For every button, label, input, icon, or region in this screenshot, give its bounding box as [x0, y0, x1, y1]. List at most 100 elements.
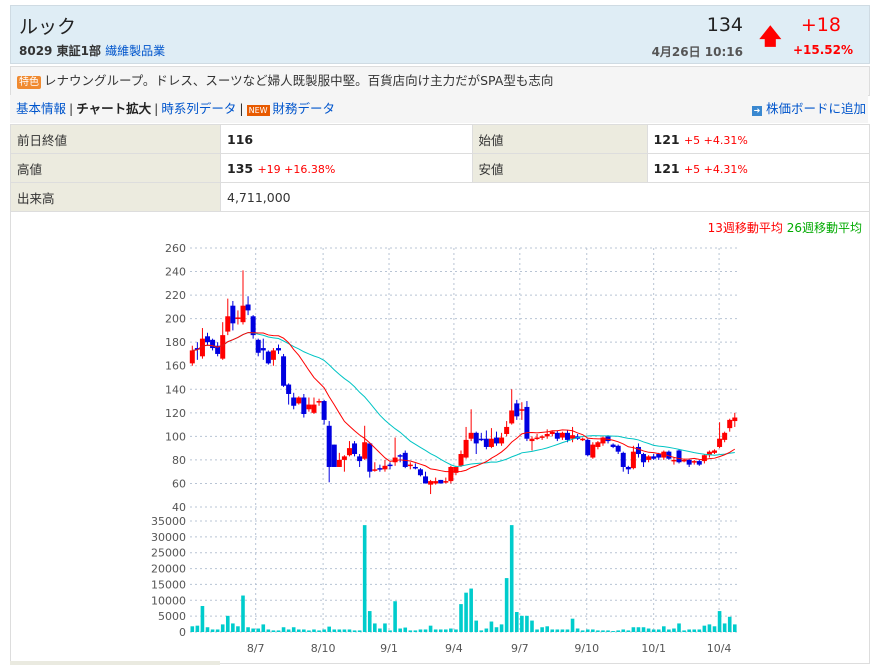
- volume-bar: [606, 630, 610, 632]
- candle-body: [225, 316, 231, 332]
- volume-bar: [580, 630, 585, 632]
- candle-body: [260, 348, 266, 351]
- volume-bar: [555, 629, 560, 632]
- volume-bar: [388, 630, 392, 632]
- add-to-board-button[interactable]: ➜ 株価ボードに追加: [751, 95, 866, 123]
- volume-bar: [454, 629, 458, 632]
- volume-bar: [317, 630, 321, 632]
- volume-bar: [626, 630, 631, 632]
- volume-tick-label: 15000: [151, 578, 186, 591]
- candle-body: [696, 461, 702, 465]
- volume-bar: [347, 629, 352, 632]
- price-change-percent: +15.52%: [792, 43, 853, 57]
- low-change: +5 +4.31%: [683, 162, 748, 176]
- volume-bar: [656, 629, 661, 632]
- volume-bar: [357, 630, 362, 632]
- candle-body: [397, 455, 403, 457]
- price-tick-label: 200: [165, 313, 186, 326]
- volume-bar: [231, 623, 235, 632]
- volume-bar: [322, 629, 326, 632]
- volume-bar: [373, 623, 377, 632]
- price-tick-label: 220: [165, 289, 186, 302]
- price-tick-label: 160: [165, 360, 186, 373]
- price-tick-label: 140: [165, 383, 186, 396]
- low-price: 121: [653, 160, 680, 176]
- volume-bar: [286, 629, 291, 632]
- link-chart-expand[interactable]: チャート拡大: [76, 101, 152, 116]
- nav-links: 基本情報 | チャート拡大 | 時系列データ | NEW 財務データ ➜ 株価ボードに追加: [10, 95, 868, 123]
- link-financial-data[interactable]: 財務データ: [272, 101, 336, 116]
- candle-body: [625, 466, 631, 470]
- candle-body: [407, 464, 413, 467]
- volume-bar: [489, 621, 494, 632]
- volume-bar: [312, 629, 316, 632]
- candle-body: [691, 461, 697, 463]
- candle-body: [189, 350, 195, 364]
- candle-body: [215, 345, 221, 354]
- volume-bar: [393, 601, 397, 632]
- candle-body: [610, 444, 616, 447]
- candle-body: [635, 446, 641, 455]
- candle-body: [605, 436, 611, 442]
- candle-body: [580, 438, 586, 441]
- volume-bar: [682, 630, 686, 632]
- legend-ma13: 13週移動平均: [707, 221, 783, 235]
- volume-bar: [545, 626, 549, 632]
- candle-body: [519, 409, 525, 411]
- volume-bar: [677, 623, 681, 632]
- volume-bar: [367, 611, 372, 632]
- volume-tick-label: 10000: [151, 594, 186, 607]
- volume-bar: [195, 625, 200, 632]
- candle-body: [646, 456, 652, 460]
- candle-body: [722, 432, 728, 440]
- sector-link[interactable]: 繊維製品業: [105, 44, 166, 58]
- candle-body: [412, 466, 418, 469]
- price-tick-label: 260: [165, 242, 186, 255]
- candle-body: [458, 454, 464, 466]
- volume-bar: [732, 624, 737, 632]
- candle-body: [245, 304, 251, 311]
- price-tick-label: 100: [165, 430, 186, 443]
- candle-body: [534, 437, 540, 440]
- candle-body: [641, 454, 647, 463]
- open-price: 121: [653, 131, 680, 147]
- volume-bar: [520, 615, 524, 632]
- volume-bar: [479, 630, 484, 632]
- stock-header: ルック 8029 東証1部 繊維製品業 134 4月26日 10:16 🡅 +1…: [10, 5, 870, 64]
- candle-body: [453, 466, 459, 473]
- volume-bar: [540, 627, 544, 632]
- candle-body: [615, 445, 621, 452]
- volume-bar: [636, 627, 641, 632]
- stock-meta: 8029 東証1部 繊維製品業: [19, 42, 165, 59]
- feature-badge: 特色: [17, 76, 41, 89]
- volume-bar: [256, 628, 261, 632]
- candle-body: [382, 465, 388, 470]
- volume-bar: [565, 629, 570, 632]
- high-label: 高値: [10, 153, 221, 183]
- candle-body: [651, 456, 657, 459]
- candle-body: [346, 448, 352, 456]
- volume-bar: [413, 630, 418, 632]
- price-tick-label: 40: [172, 501, 186, 514]
- candle-body: [701, 455, 707, 462]
- candle-body: [463, 439, 469, 458]
- price-tick-label: 80: [172, 454, 186, 467]
- candle-body: [494, 437, 499, 444]
- volume-bar: [697, 629, 702, 632]
- link-basic-info[interactable]: 基本情報: [16, 101, 67, 116]
- candle-body: [539, 436, 545, 438]
- volume-bar: [712, 626, 717, 632]
- candle-body: [210, 339, 216, 349]
- candle-body: [549, 431, 555, 435]
- price-change: +18: [800, 14, 841, 36]
- candle-body: [433, 481, 439, 484]
- volume-bar: [261, 624, 266, 632]
- candle-body: [559, 432, 565, 438]
- candle-body: [706, 451, 712, 456]
- x-tick-label: 9/7: [511, 642, 529, 655]
- volume-bar: [494, 627, 499, 632]
- volume-bar: [707, 624, 712, 632]
- x-tick-label: 8/10: [311, 642, 336, 655]
- link-timeseries[interactable]: 時系列データ: [161, 101, 237, 116]
- candle-body: [352, 443, 358, 455]
